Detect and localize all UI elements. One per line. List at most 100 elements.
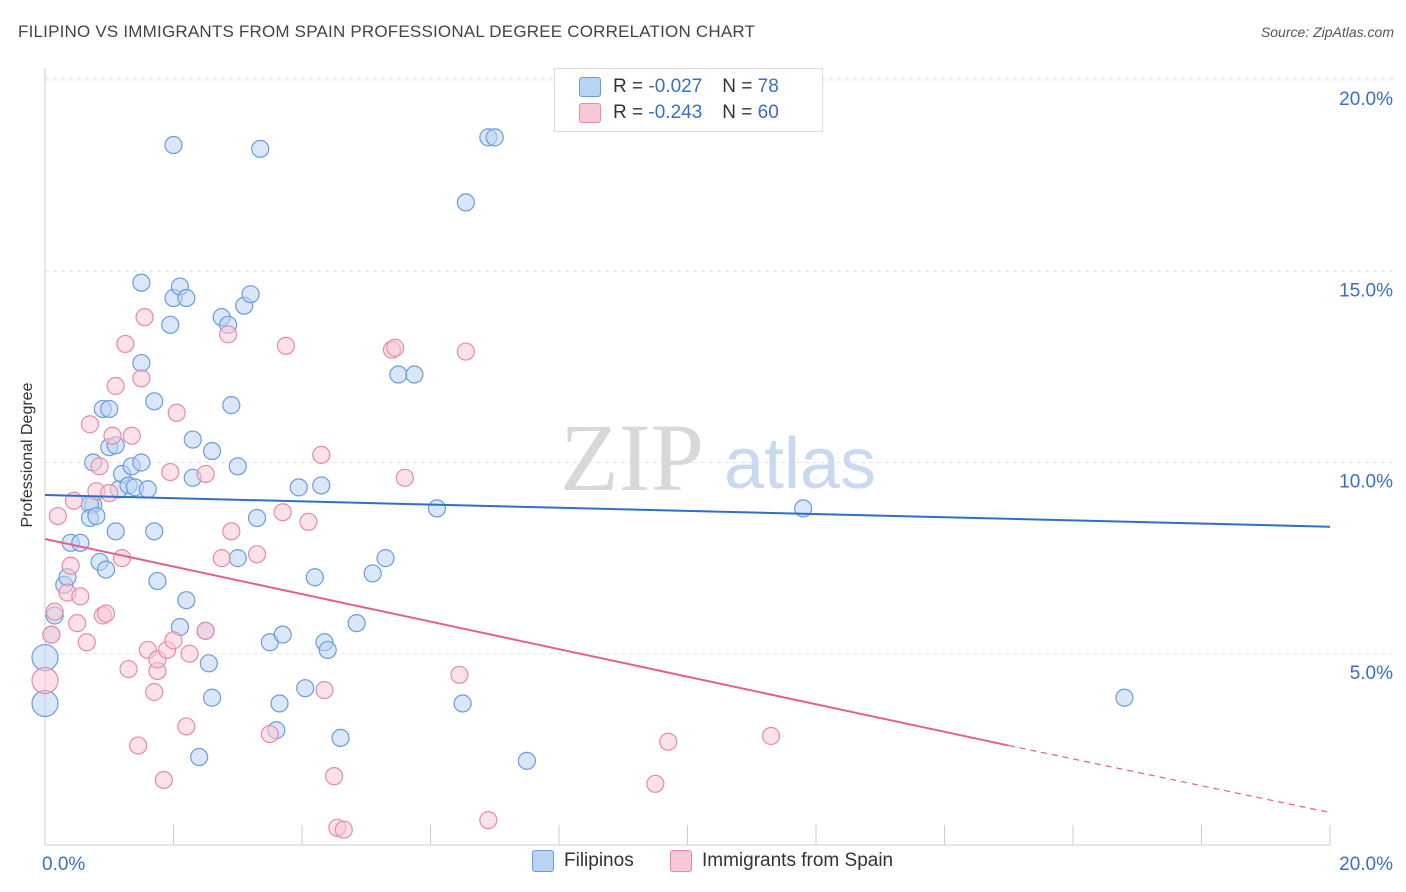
point-spain — [456, 342, 475, 361]
stats-swatch-filipinos — [579, 77, 601, 97]
point-filipinos — [177, 591, 196, 610]
point-filipinos — [145, 522, 164, 541]
point-spain — [260, 724, 279, 744]
stats-swatch-spain — [579, 103, 601, 123]
series-legend: Filipinos Immigrants from Spain — [0, 850, 1406, 878]
point-spain — [71, 587, 90, 606]
point-spain — [161, 462, 180, 482]
point-spain — [31, 666, 59, 695]
point-spain — [646, 774, 665, 793]
point-spain — [61, 556, 80, 575]
point-spain — [177, 717, 196, 736]
point-spain — [312, 445, 331, 464]
legend-item-spain[interactable]: Immigrants from Spain — [670, 850, 893, 872]
point-spain — [112, 549, 132, 568]
y-tick-label: 10.0% — [1339, 472, 1393, 493]
point-filipinos — [96, 560, 116, 579]
stats-r-label: R = — [613, 102, 644, 123]
point-filipinos — [202, 688, 222, 707]
point-spain — [122, 426, 141, 445]
point-spain — [164, 631, 183, 650]
point-filipinos — [161, 315, 180, 334]
y-tick-label: 20.0% — [1339, 89, 1393, 110]
point-filipinos — [148, 571, 167, 591]
point-filipinos — [247, 508, 267, 528]
point-spain — [247, 545, 267, 564]
point-filipinos — [138, 480, 157, 499]
point-filipinos — [312, 476, 331, 495]
point-filipinos — [145, 392, 164, 411]
point-filipinos — [31, 689, 59, 718]
point-spain — [116, 334, 135, 354]
point-spain — [479, 811, 498, 830]
point-spain — [103, 426, 122, 445]
stats-row-spain: R = -0.243 N = 60 — [579, 100, 779, 126]
point-spain — [299, 512, 318, 531]
point-filipinos — [376, 549, 395, 568]
chart-title: FILIPINO VS IMMIGRANTS FROM SPAIN PROFES… — [18, 22, 756, 41]
point-filipinos — [222, 396, 241, 415]
point-spain — [273, 503, 292, 522]
point-filipinos — [389, 365, 408, 384]
trend-lines — [44, 494, 1331, 814]
stats-n-label: N = — [722, 102, 753, 123]
point-filipinos — [202, 441, 222, 461]
point-filipinos — [228, 549, 247, 568]
y-tick-label: 15.0% — [1339, 280, 1393, 301]
point-filipinos — [363, 564, 382, 583]
point-spain — [145, 682, 164, 702]
point-filipinos — [296, 679, 315, 698]
point-filipinos — [517, 751, 536, 770]
point-filipinos — [100, 399, 119, 419]
stats-r-value: -0.027 — [648, 76, 703, 97]
point-spain — [276, 336, 296, 355]
point-spain — [180, 644, 199, 663]
point-filipinos — [106, 522, 125, 541]
point-filipinos — [228, 457, 247, 476]
point-spain — [45, 602, 64, 621]
point-spain — [48, 506, 67, 526]
point-filipinos — [1115, 688, 1134, 707]
point-spain — [132, 369, 151, 388]
point-filipinos — [87, 506, 106, 526]
point-filipinos — [177, 288, 196, 308]
stats-row-filipinos: R = -0.027 N = 78 — [579, 74, 779, 100]
point-spain — [334, 820, 353, 839]
point-spain — [90, 457, 109, 476]
point-filipinos — [427, 499, 447, 518]
point-filipinos — [273, 625, 292, 644]
point-spain — [154, 770, 173, 790]
point-spain — [119, 659, 138, 679]
tick-labels: 5.0% 10.0% 15.0% 20.0% 0.0% 20.0% — [42, 89, 1393, 875]
trend-line-spain — [44, 538, 1009, 747]
stats-r-label: R = — [613, 76, 644, 97]
point-filipinos — [305, 568, 324, 587]
point-filipinos — [405, 365, 424, 384]
axes — [44, 68, 1331, 846]
point-filipinos — [347, 614, 366, 633]
point-spain — [167, 403, 186, 422]
source-label: Source: ZipAtlas.com — [1260, 24, 1394, 40]
trend-line-spain-extension — [1008, 744, 1331, 814]
point-filipinos — [270, 694, 289, 713]
point-filipinos — [31, 643, 59, 672]
point-spain — [212, 549, 231, 568]
point-spain — [325, 767, 344, 786]
legend-item-filipinos[interactable]: Filipinos — [532, 850, 634, 872]
point-spain — [68, 614, 87, 633]
stats-legend: R = -0.027 N = 78 R = -0.243 N = 60 — [554, 68, 823, 132]
legend-label-filipinos: Filipinos — [564, 850, 634, 871]
trend-line-filipinos — [44, 494, 1331, 528]
point-filipinos — [183, 430, 202, 449]
point-spain — [196, 621, 215, 640]
point-filipinos — [132, 453, 151, 472]
point-filipinos — [331, 728, 350, 748]
point-spain — [135, 308, 154, 327]
point-spain — [222, 522, 241, 541]
point-filipinos — [164, 135, 183, 155]
stats-n-label: N = — [722, 76, 753, 97]
y-tick-label: 5.0% — [1350, 663, 1393, 684]
point-filipinos — [241, 285, 260, 304]
legend-swatch-spain — [670, 850, 692, 872]
